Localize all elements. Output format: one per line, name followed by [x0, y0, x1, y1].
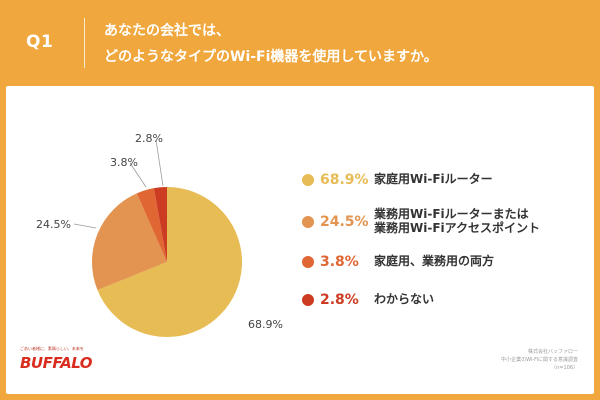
legend-percentage: 3.8%	[320, 254, 359, 270]
pie-chart	[73, 139, 242, 337]
legend-color-dot	[302, 215, 314, 228]
legend-label: 家庭用Wi-Fiルーター	[374, 172, 493, 187]
legend-percentage: 24.5%	[320, 213, 369, 230]
header: Q1 あなたの会社では、 どのようなタイプのWi-Fi機器を使用していますか。	[0, 0, 600, 86]
header-divider	[84, 18, 85, 68]
legend-label: わからない	[374, 292, 435, 307]
legend-color-dot	[302, 174, 314, 186]
leader-line-unknown	[155, 139, 164, 187]
source-sample-size: （n=106）	[551, 365, 578, 371]
pie-slice-unknown	[153, 187, 167, 262]
legend-color-dot	[302, 256, 314, 268]
source-note: 株式会社バッファロー 中小企業のWi-Fiに関する意識調査 （n=106）	[501, 348, 578, 372]
legend-item-home-router: 68.9% 家庭用Wi-Fiルーター	[302, 172, 493, 188]
legend-color-dot	[302, 294, 314, 306]
pie-slice-business-router	[91, 193, 167, 291]
buffalo-logo: BUFFALO	[20, 354, 93, 372]
legend-label: 家庭用、業務用の両方	[374, 254, 495, 269]
legend-item-unknown: 2.8% わからない	[302, 292, 434, 308]
pie-slice-home-router	[97, 187, 242, 337]
legend-label-line: わからない	[374, 292, 435, 307]
leader-line-business-router	[73, 223, 97, 229]
legend-percentage: 2.8%	[320, 292, 359, 308]
pie-label-business-router: 24.5%	[36, 218, 71, 231]
legend-label-line: 家庭用Wi-Fiルーター	[374, 172, 493, 187]
legend-item-both: 3.8% 家庭用、業務用の両方	[302, 254, 494, 270]
pie-label-unknown: 2.8%	[135, 132, 163, 145]
question-text-line2: どのようなタイプのWi-Fi機器を使用していますか。	[104, 49, 438, 65]
logo-tagline: ごあい者様に、素晴らしい、未来を	[20, 346, 84, 351]
pie-label-both: 3.8%	[110, 156, 138, 169]
source-survey: 中小企業のWi-Fiに関する意識調査	[501, 357, 578, 363]
question-text-line1: あなたの会社では、	[104, 23, 230, 39]
pie-label-home-router: 68.9%	[248, 318, 283, 331]
source-company: 株式会社バッファロー	[527, 349, 578, 355]
legend-label-line: 家庭用、業務用の両方	[374, 254, 495, 269]
chart-panel: 68.9% 24.5% 3.8% 2.8% 68.9% 家庭用Wi-Fiルーター 24.5…	[6, 86, 594, 394]
pie-slice-both	[136, 188, 167, 262]
leader-line-both	[129, 162, 147, 188]
legend-label-line: 業務用Wi-Fiルーターまたは	[374, 207, 529, 221]
legend-label-line: 業務用Wi-Fiアクセスポイント	[374, 220, 541, 235]
legend-label: 業務用Wi-Fiルーターまたは 業務用Wi-Fiアクセスポイント	[374, 207, 541, 236]
question-number: Q1	[26, 32, 54, 52]
legend-item-business-router: 24.5% 業務用Wi-Fiルーターまたは 業務用Wi-Fiアクセスポイント	[302, 207, 541, 236]
legend-percentage: 68.9%	[320, 172, 369, 188]
